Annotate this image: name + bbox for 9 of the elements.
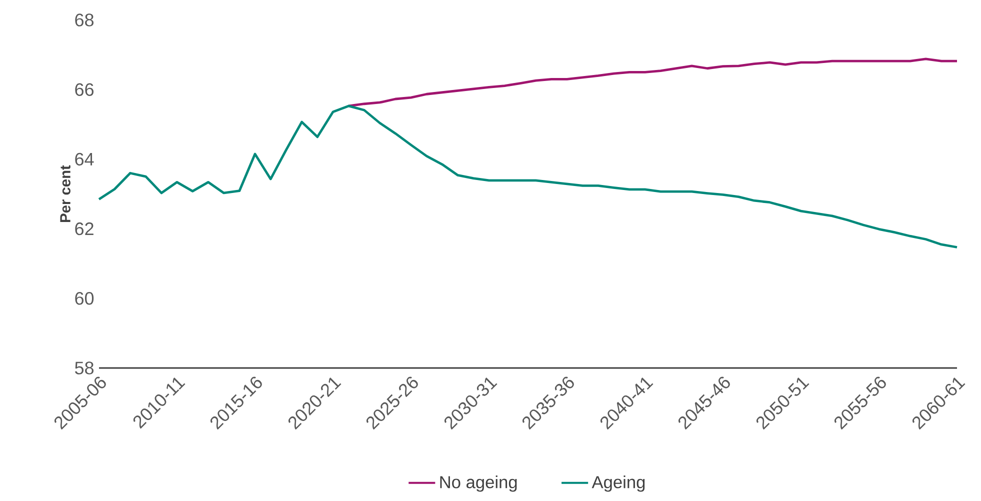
y-tick-label: 66 [75,83,94,96]
legend-label: No ageing [440,476,517,492]
y-axis-title: Per cent [60,165,70,222]
y-tick-label: 60 [75,292,94,305]
y-tick-label: 64 [75,152,94,166]
y-tick-label: 58 [74,362,94,374]
y-tick-label: 62 [75,222,94,236]
y-tick-label: 68 [75,14,94,26]
legend-label: Ageing [592,476,645,492]
